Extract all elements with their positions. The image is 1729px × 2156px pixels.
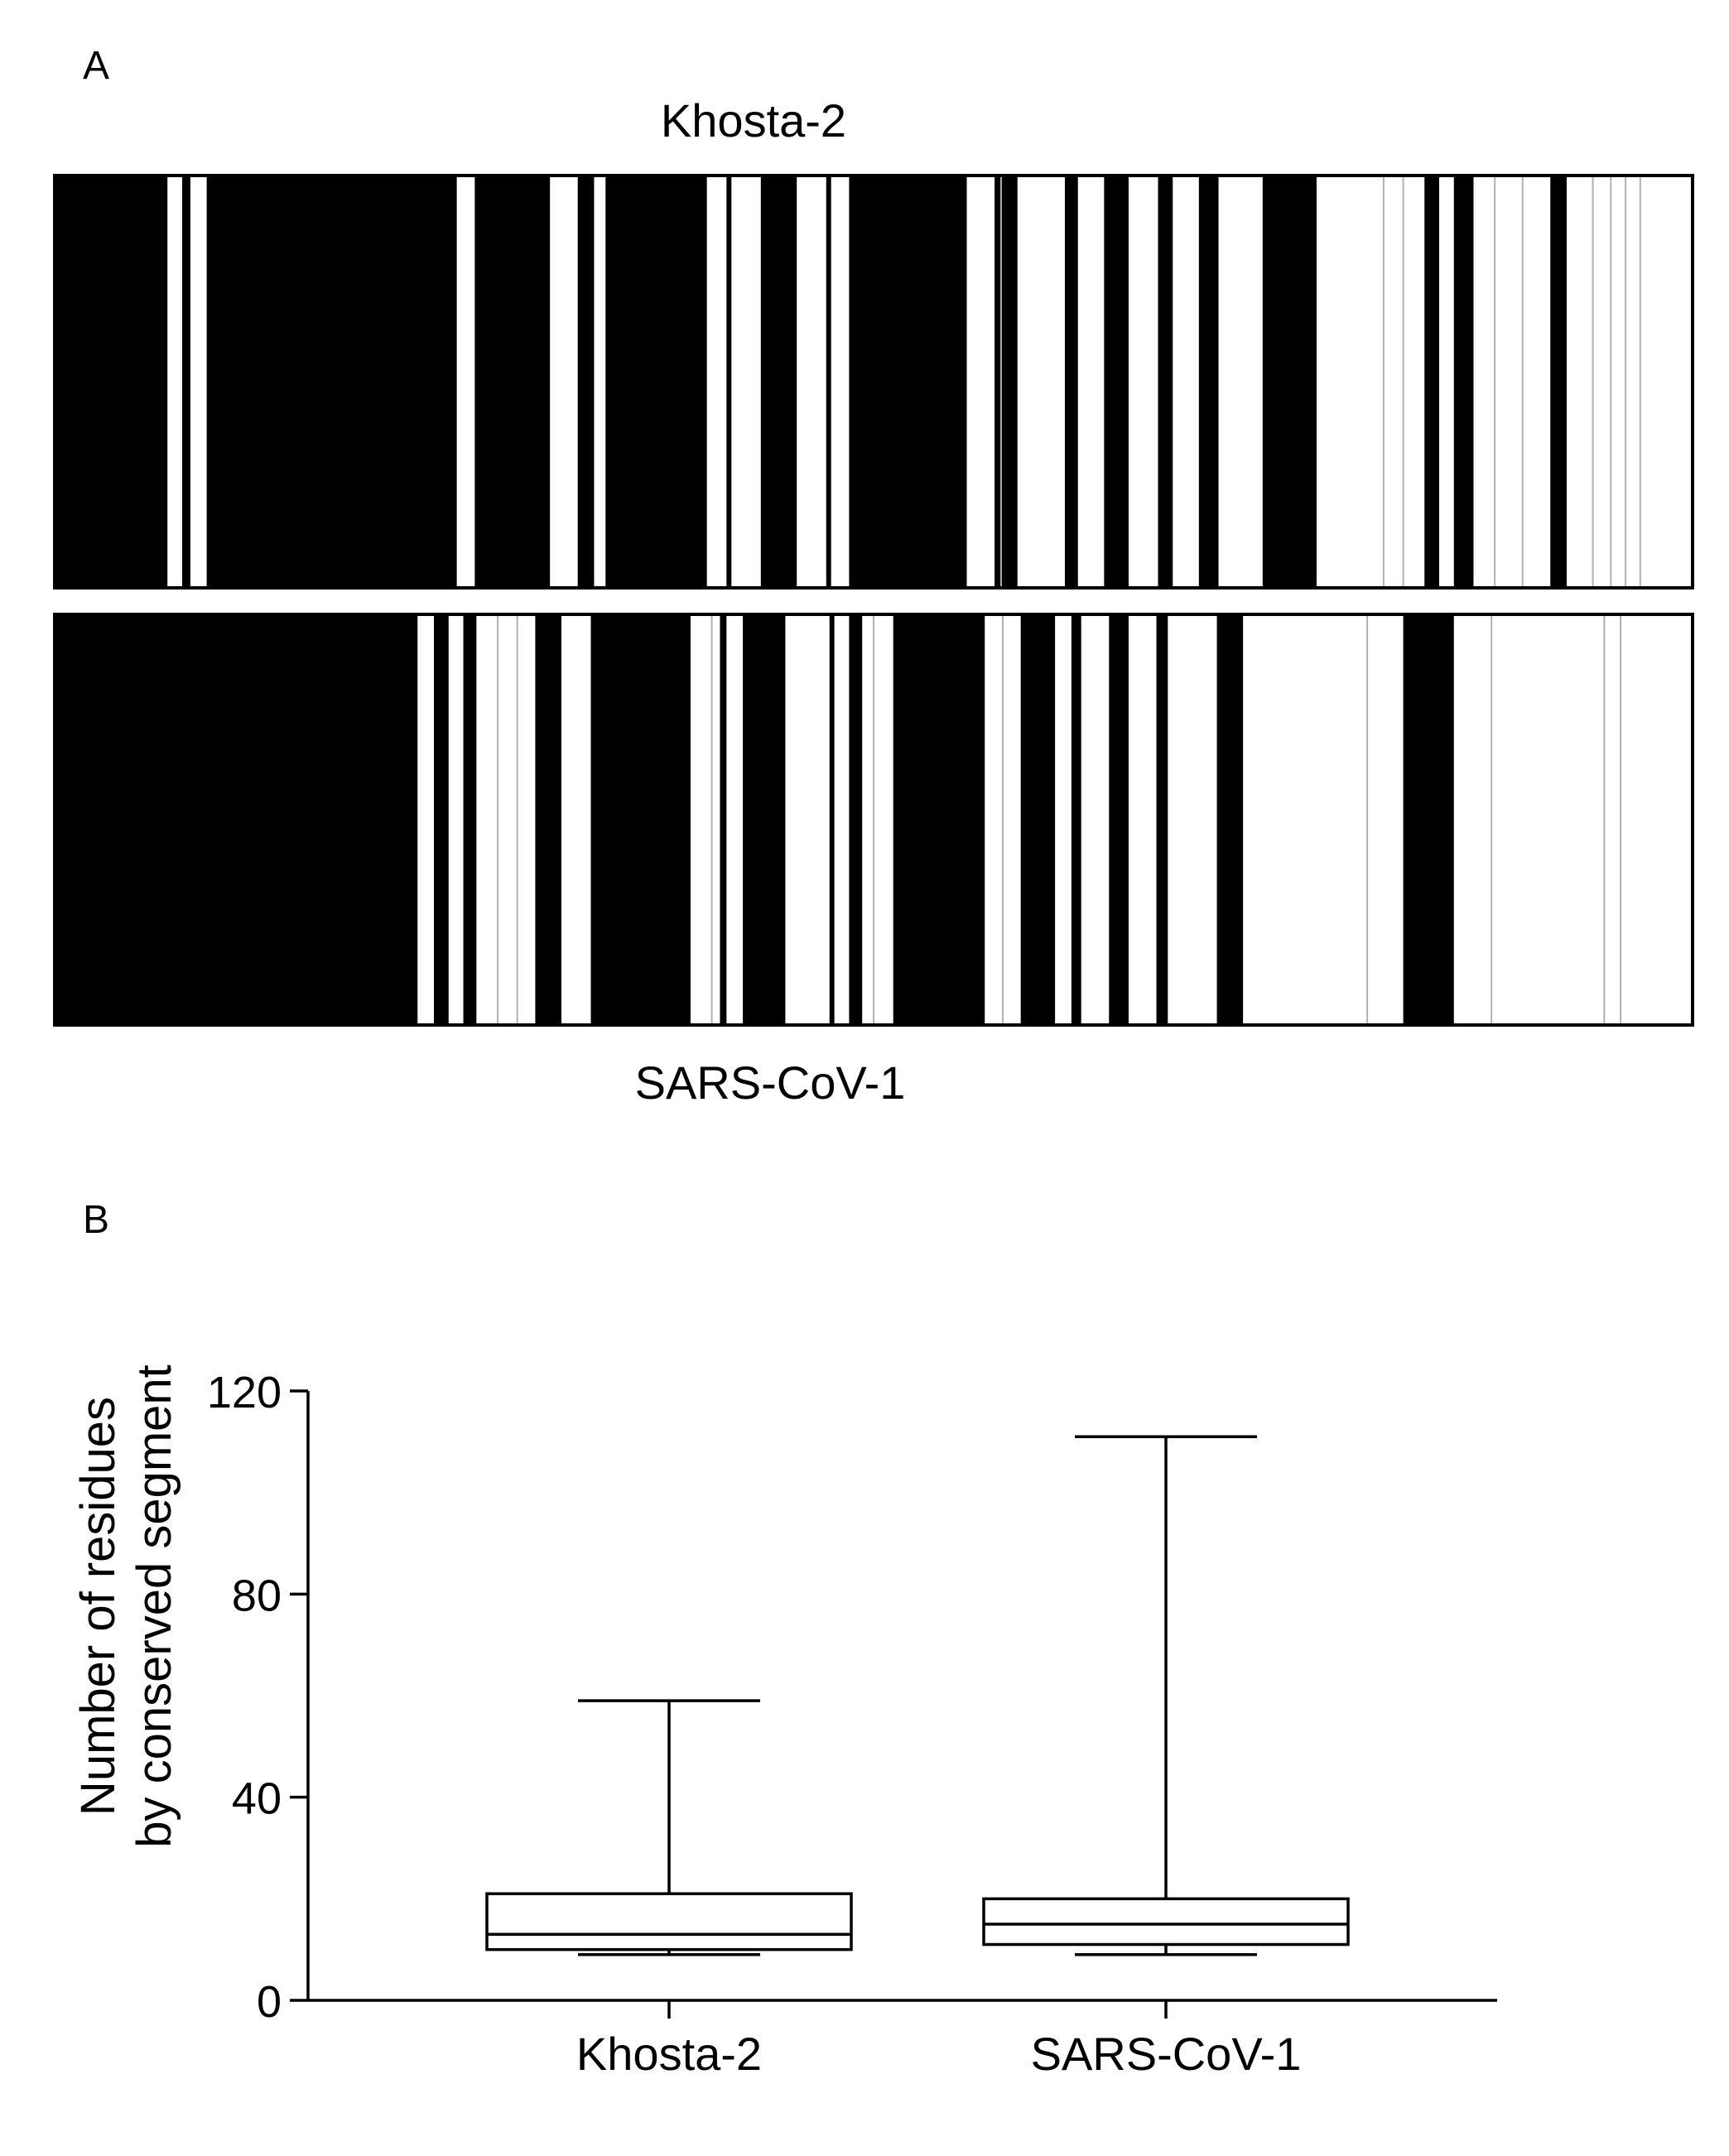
sars-cov-1-divergent-segment xyxy=(862,616,893,1023)
khosta-2-divergent-segment xyxy=(797,177,826,586)
y-tick-label: 0 xyxy=(257,1977,282,2027)
sars-cov-1-track-svg xyxy=(417,616,1691,1023)
sars-cov-1-divergent-segment xyxy=(785,616,830,1023)
khosta-2-divergent-segment xyxy=(831,177,850,586)
khosta-2-divergent-segment xyxy=(167,177,182,586)
khosta-2-conservation-track xyxy=(53,174,1694,590)
x-tick-label: Khosta-2 xyxy=(576,2028,762,2080)
sars-cov-1-divergent-segment xyxy=(1128,616,1157,1023)
khosta-2-divergent-segment xyxy=(1473,177,1551,586)
panel-b-letter: B xyxy=(83,1198,110,1242)
khosta-2-divergent-segment xyxy=(1017,177,1065,586)
top-track-label: Khosta-2 xyxy=(660,94,847,147)
sars-cov-1-divergent-segment xyxy=(448,616,464,1023)
sars-cov-1-divergent-segment xyxy=(476,616,536,1023)
khosta-2-divergent-segment xyxy=(594,177,606,586)
khosta-2-divergent-segment xyxy=(731,177,761,586)
khosta-2-track-svg xyxy=(167,177,1691,586)
sars-cov-1-divergent-segment xyxy=(561,616,591,1023)
khosta-2-divergent-segment xyxy=(456,177,475,586)
khosta-2-divergent-segment xyxy=(1218,177,1263,586)
sars-cov-1-divergent-segment xyxy=(1081,616,1110,1023)
y-axis-label-line-2: by conserved segment xyxy=(128,1364,181,1848)
khosta-2-divergent-segment xyxy=(1316,177,1425,586)
khosta-2-divergent-segment xyxy=(1128,177,1158,586)
khosta-2-divergent-segment xyxy=(706,177,727,586)
y-tick-label: 80 xyxy=(232,1571,282,1620)
y-tick-label: 40 xyxy=(232,1774,282,1824)
sars-cov-1-divergent-segment xyxy=(834,616,850,1023)
bottom-track-label: SARS-CoV-1 xyxy=(634,1056,906,1109)
y-axis-label-line-1: Number of residues xyxy=(71,1397,125,1816)
panel-a-letter: A xyxy=(83,44,110,88)
khosta-2-divergent-segment xyxy=(1439,177,1454,586)
y-tick-label: 120 xyxy=(207,1368,282,1417)
iqr-box xyxy=(982,1897,1350,1947)
boxplot-chart: 0 40 80 120 Khosta-2 SARS-CoV-1 xyxy=(207,1368,1497,2080)
sars-cov-1-divergent-segment xyxy=(417,616,434,1023)
iqr-box xyxy=(485,1892,853,1951)
sars-cov-1-divergent-segment xyxy=(726,616,744,1023)
khosta-2-divergent-segment xyxy=(190,177,207,586)
sars-cov-1-divergent-segment xyxy=(1243,616,1404,1023)
sars-cov-1-divergent-segment xyxy=(690,616,720,1023)
khosta-2-divergent-segment xyxy=(966,177,995,586)
y-axis-label: Number of residues by conserved segment xyxy=(71,1364,181,1848)
x-tick-label: SARS-CoV-1 xyxy=(1031,2028,1302,2080)
sars-cov-1-divergent-segment xyxy=(1168,616,1217,1023)
sars-cov-1-divergent-segment xyxy=(1055,616,1072,1023)
sars-cov-1-divergent-segment xyxy=(1453,616,1691,1023)
khosta-2-divergent-segment xyxy=(1173,177,1199,586)
sars-cov-1-conservation-track xyxy=(53,613,1694,1027)
khosta-2-divergent-segment xyxy=(550,177,578,586)
khosta-2-divergent-segment xyxy=(1077,177,1105,586)
khosta-2-divergent-segment xyxy=(1566,177,1691,586)
